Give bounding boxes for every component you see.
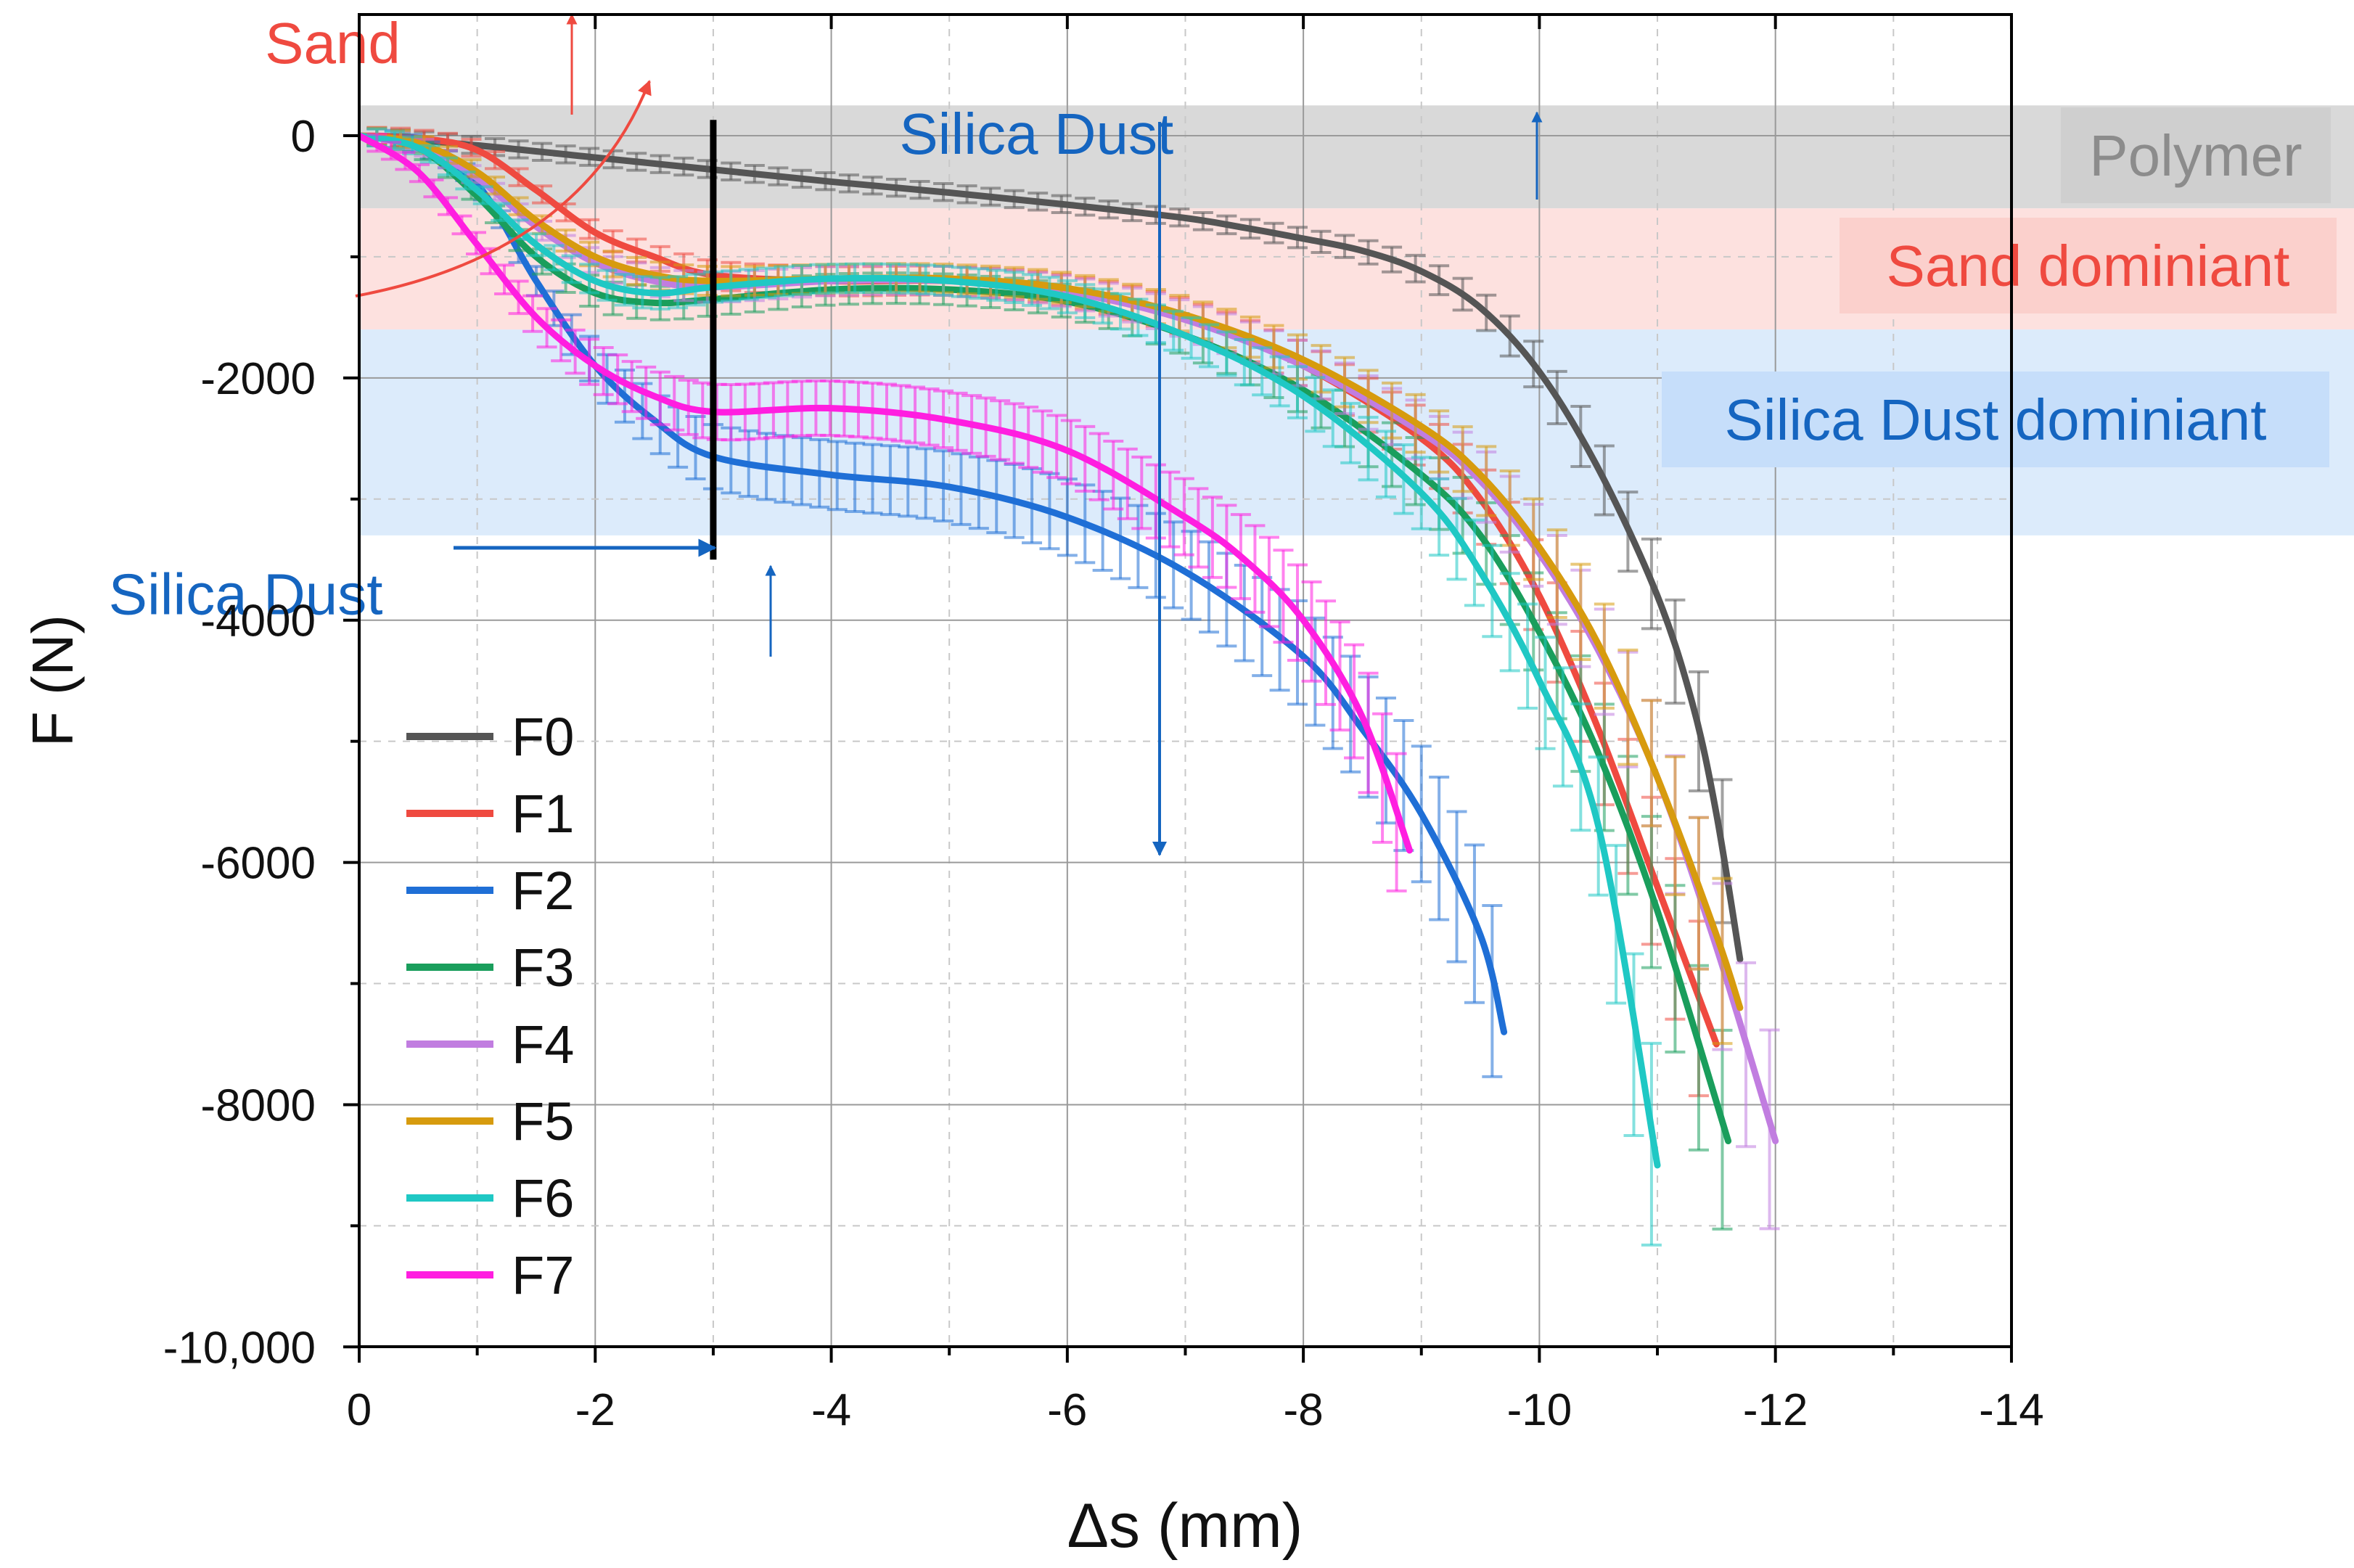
y-axis-label: F (N) (20, 615, 85, 747)
legend-label-f2: F2 (512, 861, 574, 921)
x-tick-label: -14 (1979, 1385, 2044, 1435)
x-tick-label: -10 (1507, 1385, 1572, 1435)
axes: 0 -2 -4 -6 -8 -10 -12 -14 0 -2000 -4000 -6000 -8000 -… (163, 13, 2044, 1435)
series-line-f0 (359, 132, 1744, 963)
legend-item-f2: F2 (406, 861, 574, 921)
legend-item-f4: F4 (406, 1014, 574, 1075)
annotations: Sand Silica Dust Silica Dust (109, 11, 1174, 627)
y-tick-label: 0 (291, 112, 316, 162)
series-line-f2 (359, 132, 1508, 1035)
legend-label-f3: F3 (512, 937, 574, 998)
legend-label-f7: F7 (512, 1245, 574, 1305)
series-line-f6 (359, 132, 1661, 1169)
legend-label-f1: F1 (512, 784, 574, 844)
series-f6 (359, 127, 1662, 1247)
legend-item-f5: F5 (406, 1091, 574, 1152)
legend-item-f1: F1 (406, 784, 574, 844)
legend: F0 F1 F2 F3 F4 F5 F6 F7 (406, 707, 574, 1305)
y-tick-label: -2000 (200, 354, 316, 404)
y-tick-label: -10,000 (163, 1323, 316, 1373)
x-tick-label: 0 (347, 1385, 372, 1435)
y-tick-label: -8000 (200, 1080, 316, 1130)
y-tick-label: -6000 (200, 839, 316, 889)
x-tick-label: -8 (1284, 1385, 1324, 1435)
band-label-sand-dominiant: Sand dominiant (1887, 234, 2290, 298)
legend-label-f0: F0 (512, 707, 574, 767)
legend-item-f6: F6 (406, 1168, 574, 1228)
legend-label-f5: F5 (512, 1091, 574, 1152)
x-axis-label: Δs (mm) (1067, 1491, 1303, 1561)
annotation-silica-dust-1: Silica Dust (899, 102, 1173, 166)
series-f7 (359, 132, 1413, 892)
annotation-arrows (355, 13, 1543, 856)
sand-curved-arrow (355, 80, 652, 297)
legend-item-f3: F3 (406, 937, 574, 998)
band-label-box-silica-dust-dominiant (1662, 372, 2329, 467)
x-tick-label: -2 (575, 1385, 615, 1435)
data-series (359, 126, 1780, 1247)
band-label-polymer: Polymer (2089, 123, 2302, 188)
band-label-silica-dust-dominiant: Silica Dust dominiant (1725, 387, 2267, 452)
annotation-sand-0: Sand (265, 11, 401, 75)
x-tick-label: -6 (1047, 1385, 1087, 1435)
series-line-f7 (359, 132, 1413, 854)
band-label-box-sand-dominiant (1840, 218, 2337, 313)
x-tick-label: -12 (1743, 1385, 1808, 1435)
legend-label-f4: F4 (512, 1014, 574, 1075)
x-tick-label: -4 (811, 1385, 851, 1435)
band-label-box-polymer (2061, 107, 2331, 203)
legend-label-f6: F6 (512, 1168, 574, 1228)
y-tick-label: -4000 (200, 596, 316, 647)
series-line-f5 (359, 132, 1744, 1011)
legend-item-f7: F7 (406, 1245, 574, 1305)
band-labels: Polymer Sand dominiant Silica Dust dominia… (1662, 107, 2337, 467)
annotation-silica-dust-2: Silica Dust (109, 562, 383, 626)
legend-item-f0: F0 (406, 707, 574, 767)
